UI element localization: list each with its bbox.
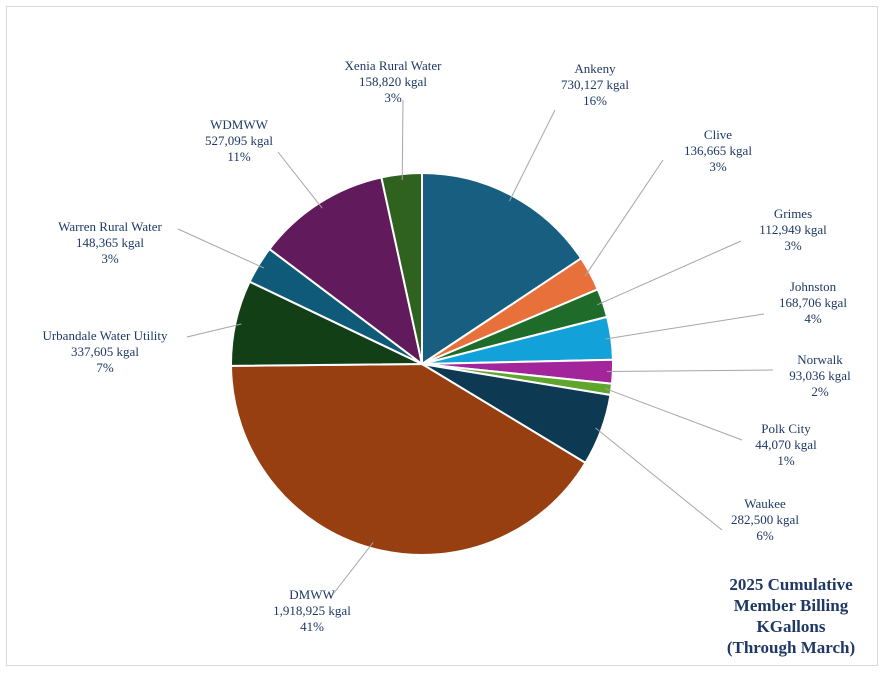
slice-label-value: 730,127 kgal	[561, 77, 629, 92]
slice-label-percent: 3%	[784, 238, 802, 253]
chart-title-line: KGallons	[756, 617, 826, 636]
leader-line	[401, 99, 404, 181]
slice-label-percent: 41%	[300, 619, 324, 634]
leader-lines	[177, 99, 774, 599]
slice-label-name: Urbandale Water Utility	[42, 328, 168, 343]
slice-label-name: Grimes	[774, 206, 812, 221]
slice-label-name: Johnston	[790, 279, 837, 294]
slice-label-value: 527,095 kgal	[205, 133, 273, 148]
slice-label-name: Norwalk	[797, 352, 843, 367]
leader-line	[329, 542, 374, 599]
chart-title-line: 2025 Cumulative	[729, 575, 853, 594]
pie-slice-wdmww	[268, 176, 424, 367]
leader-line	[186, 323, 242, 338]
slice-label-percent: 11%	[227, 149, 251, 164]
slice-label-name: Warren Rural Water	[58, 219, 162, 234]
leader-line	[509, 109, 556, 202]
slice-label-name: Clive	[704, 127, 732, 142]
slice-label-name: Polk City	[761, 421, 811, 436]
slice-label-percent: 2%	[811, 384, 829, 399]
slice-label-percent: 3%	[384, 90, 402, 105]
slice-label-value: 168,706 kgal	[779, 295, 847, 310]
chart-title-line: Member Billing	[733, 596, 849, 615]
slice-label-percent: 6%	[756, 528, 774, 543]
slice-label-percent: 4%	[804, 311, 822, 326]
slice-label-value: 337,605 kgal	[71, 344, 139, 359]
slice-label-name: DMWW	[289, 587, 335, 602]
leader-line	[277, 151, 323, 209]
slice-label-name: WDMWW	[210, 117, 268, 132]
chart-title-line: (Through March)	[726, 638, 856, 657]
slice-label-value: 1,918,925 kgal	[273, 603, 351, 618]
slice-label-percent: 7%	[96, 360, 114, 375]
pie-slice-xenia-rural-water	[380, 171, 423, 365]
leader-line	[597, 240, 742, 306]
slice-label-value: 282,500 kgal	[731, 512, 799, 527]
leader-line	[605, 313, 765, 340]
slice-label-value: 136,665 kgal	[684, 143, 752, 158]
leader-line	[584, 159, 664, 277]
slice-label-percent: 16%	[583, 93, 607, 108]
leader-line	[606, 369, 774, 373]
pie-slices	[229, 171, 614, 556]
slice-label-value: 93,036 kgal	[789, 368, 851, 383]
slice-label-percent: 3%	[709, 159, 727, 174]
slice-label-name: Waukee	[744, 496, 786, 511]
pie-slice-dmww	[229, 362, 587, 556]
leader-line	[595, 427, 723, 531]
slice-label-percent: 3%	[101, 251, 119, 266]
leader-line	[605, 388, 743, 441]
slice-label-value: 112,949 kgal	[759, 222, 827, 237]
slice-label-name: Xenia Rural Water	[345, 58, 443, 73]
leader-line	[177, 228, 265, 269]
slice-label-name: Ankeny	[574, 61, 616, 76]
slice-label-value: 158,820 kgal	[359, 74, 427, 89]
slice-label-value: 44,070 kgal	[755, 437, 817, 452]
slice-label-value: 148,365 kgal	[76, 235, 144, 250]
chart-title: 2025 Cumulative Member Billing KGallons …	[700, 574, 882, 658]
slice-label-percent: 1%	[777, 453, 795, 468]
